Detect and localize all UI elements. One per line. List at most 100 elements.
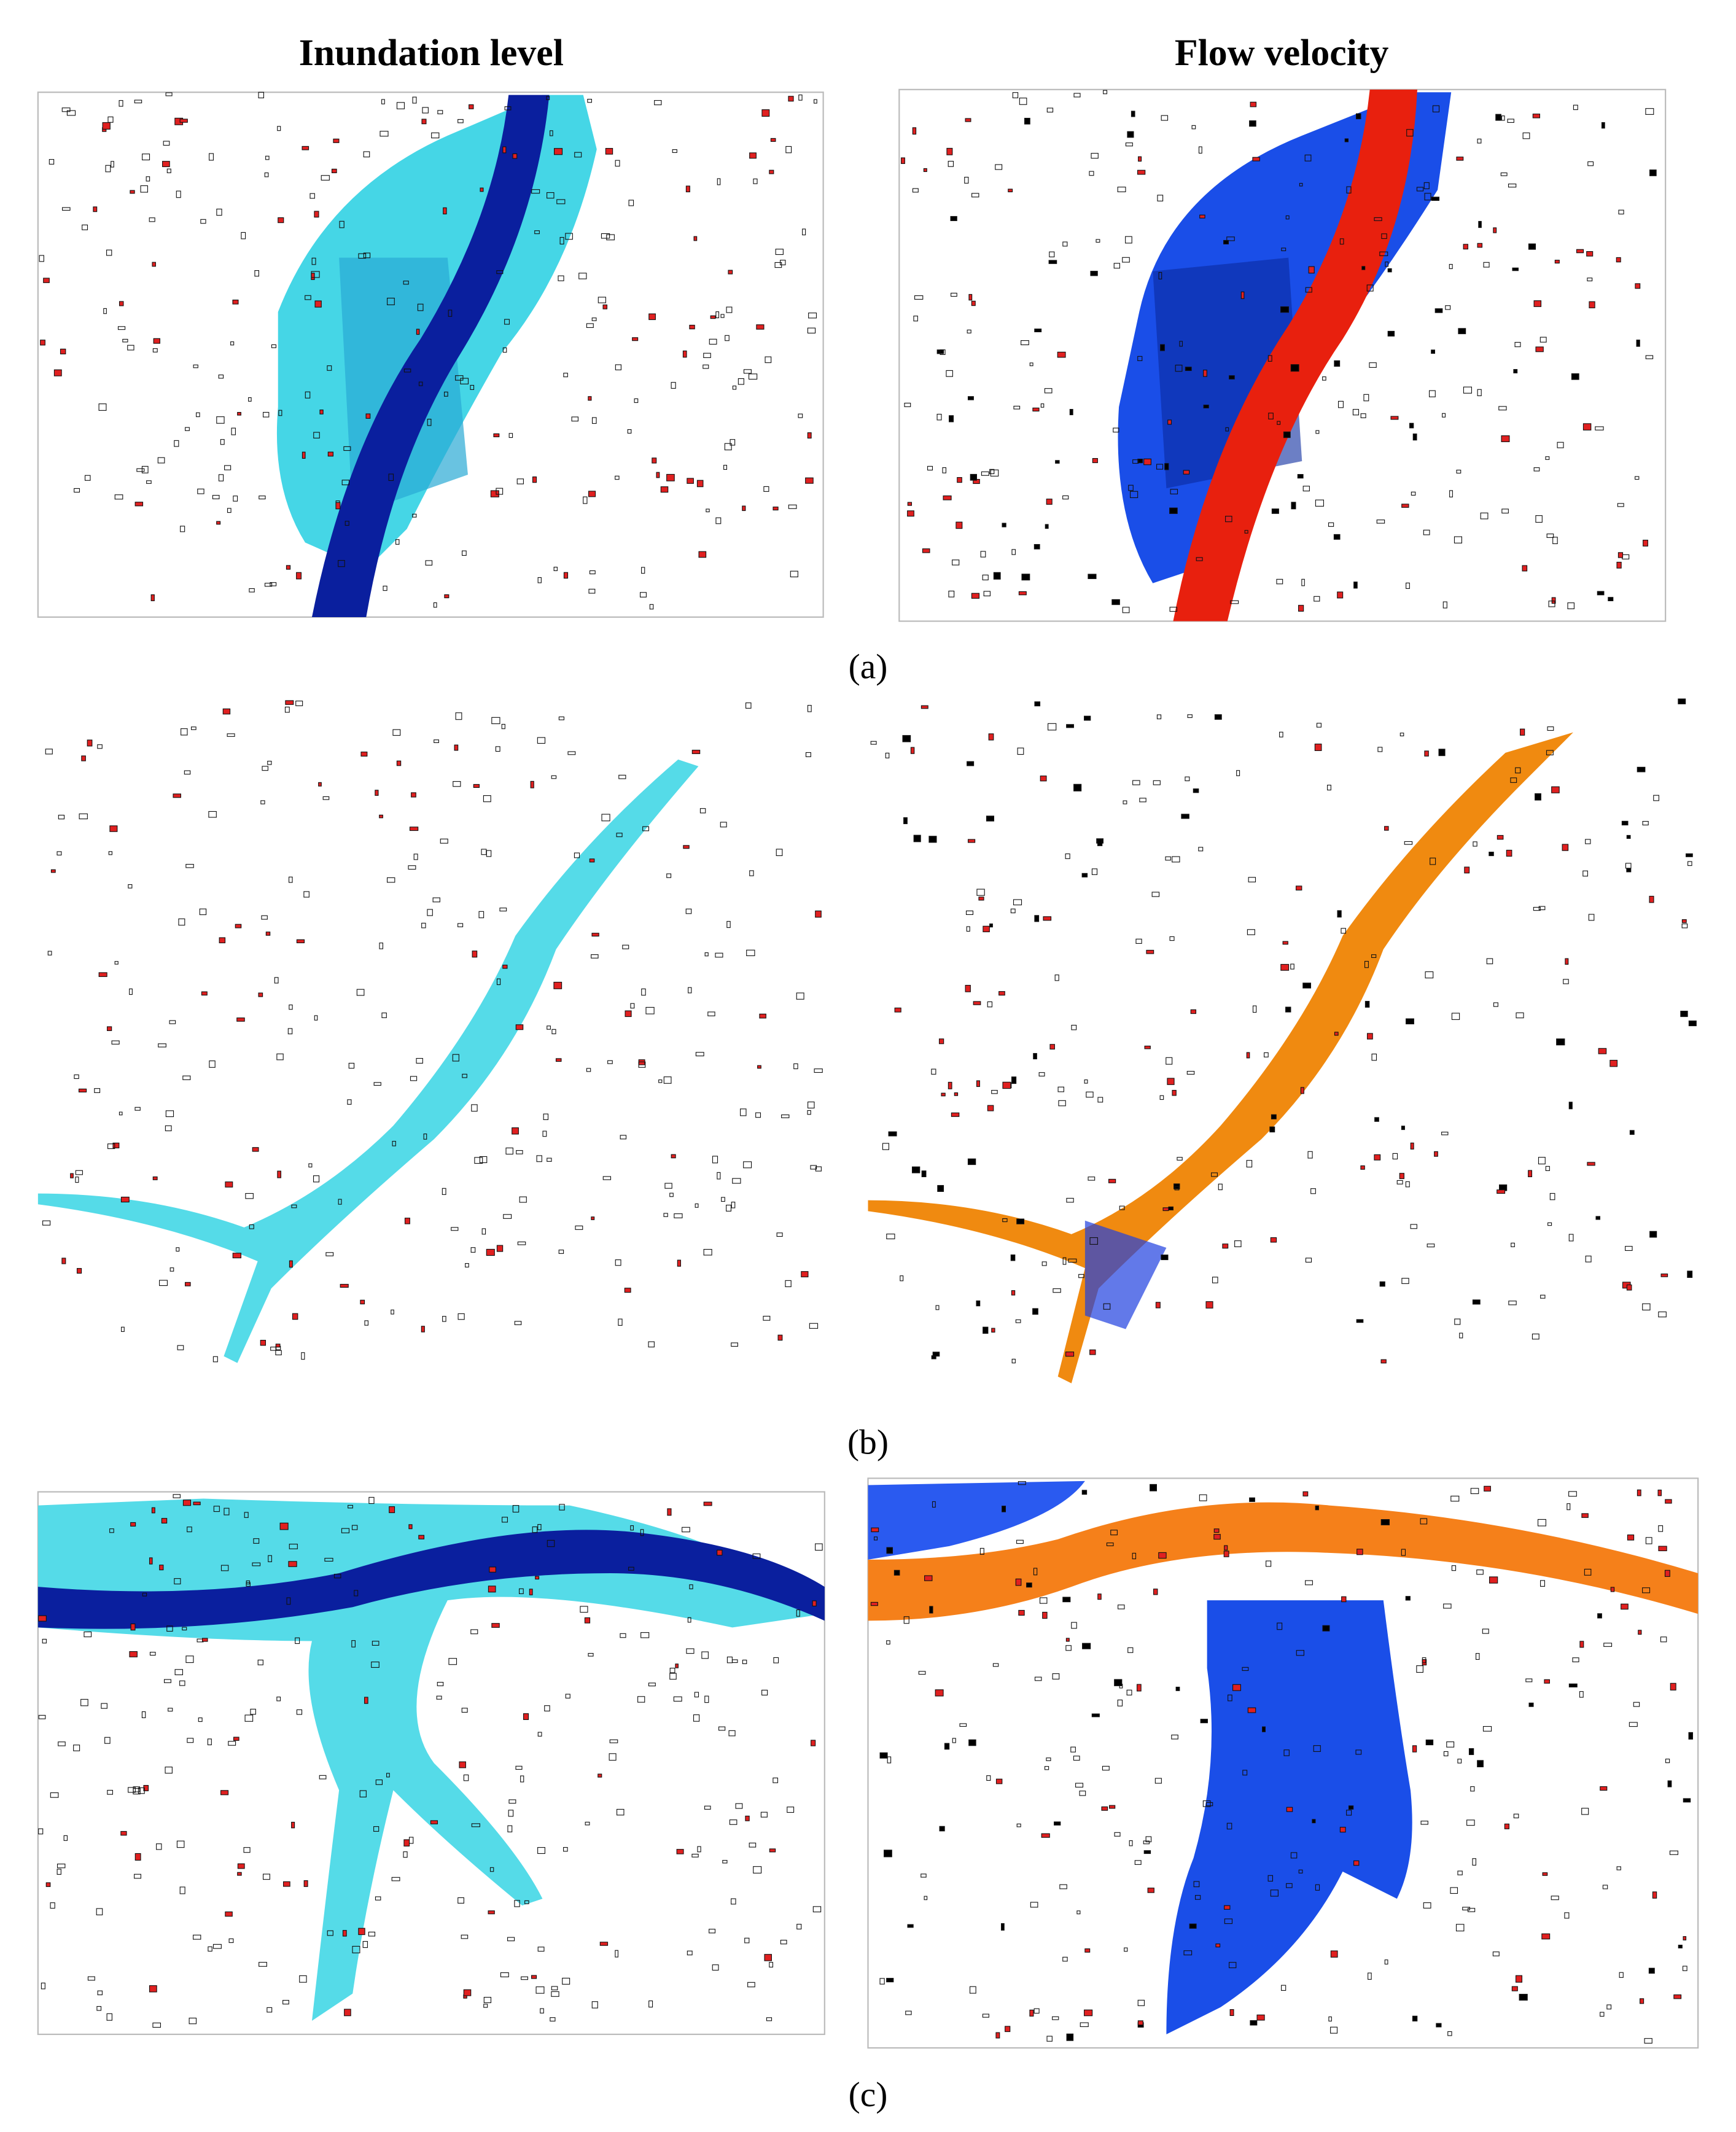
map-a-right [898, 88, 1667, 622]
building [1629, 1130, 1635, 1135]
building [1305, 287, 1312, 293]
building [1065, 853, 1070, 859]
building [254, 270, 259, 277]
building [995, 1778, 1003, 1784]
building [1401, 504, 1409, 508]
building [1401, 1278, 1409, 1284]
building [1030, 1902, 1038, 1908]
building [76, 1268, 82, 1274]
building [286, 565, 291, 570]
building [469, 104, 474, 109]
building [1595, 426, 1604, 430]
building [1568, 1491, 1577, 1497]
building [1137, 2020, 1143, 2026]
building [1344, 138, 1349, 142]
building [1301, 578, 1305, 586]
building [1636, 340, 1640, 347]
building [903, 817, 908, 825]
building [1281, 247, 1286, 251]
building [341, 480, 350, 486]
building [743, 1161, 752, 1169]
building [338, 560, 345, 567]
building [1337, 910, 1342, 918]
building [1477, 1760, 1484, 1767]
building [749, 152, 757, 159]
building [732, 1178, 741, 1184]
building [932, 1352, 940, 1357]
building [38, 1615, 47, 1622]
building [747, 1982, 755, 1988]
building [746, 949, 755, 957]
building [706, 508, 710, 513]
building [275, 1344, 281, 1348]
building [379, 943, 384, 949]
building [1171, 1734, 1178, 1740]
building [1508, 184, 1517, 188]
building [338, 1199, 342, 1205]
building [502, 146, 507, 154]
building [1508, 1301, 1517, 1305]
building [1366, 284, 1374, 292]
building [1214, 714, 1222, 720]
building [1307, 1151, 1313, 1159]
building [923, 168, 927, 173]
building [956, 521, 963, 529]
building [588, 396, 592, 401]
building [1353, 582, 1358, 589]
building [1339, 1827, 1346, 1833]
building [403, 1851, 408, 1858]
building [1110, 1530, 1118, 1536]
building [1455, 1924, 1465, 1932]
building [237, 1872, 242, 1876]
building [717, 1549, 723, 1556]
building [79, 813, 88, 820]
building [586, 1068, 591, 1072]
building [471, 1104, 478, 1112]
building [465, 1263, 469, 1268]
building [1603, 1643, 1613, 1647]
building [1196, 557, 1203, 561]
building [1041, 1261, 1047, 1266]
building [1443, 1603, 1452, 1609]
building [575, 1225, 583, 1230]
building [489, 1566, 496, 1573]
building [696, 480, 704, 488]
building [309, 193, 315, 199]
building [682, 1527, 690, 1533]
building [1002, 1218, 1008, 1223]
building [1128, 484, 1134, 491]
building [314, 1015, 318, 1021]
building [1539, 337, 1547, 343]
building [715, 311, 720, 319]
building [363, 252, 371, 259]
building [1540, 1580, 1545, 1587]
building [709, 1929, 716, 1934]
building [704, 1695, 709, 1703]
building [185, 1282, 191, 1286]
building [1512, 267, 1519, 271]
building [490, 490, 499, 497]
building [1424, 193, 1431, 201]
building [1247, 1707, 1256, 1713]
building [726, 1656, 733, 1663]
building [1280, 306, 1290, 313]
building [1170, 489, 1178, 495]
building [1017, 747, 1024, 755]
building [1018, 591, 1027, 596]
building [971, 593, 980, 599]
building [1533, 300, 1542, 307]
building [1053, 1288, 1061, 1293]
building [1545, 1165, 1550, 1171]
building [1493, 227, 1497, 233]
building [1658, 1546, 1667, 1552]
building [1137, 356, 1143, 361]
building [1467, 1908, 1476, 1912]
building [1434, 1151, 1438, 1157]
building [244, 1714, 254, 1722]
building [368, 1931, 376, 1937]
building [1619, 1972, 1624, 1978]
building [807, 327, 816, 334]
building [363, 151, 370, 158]
building [1368, 1972, 1372, 1980]
building [1159, 1095, 1164, 1100]
